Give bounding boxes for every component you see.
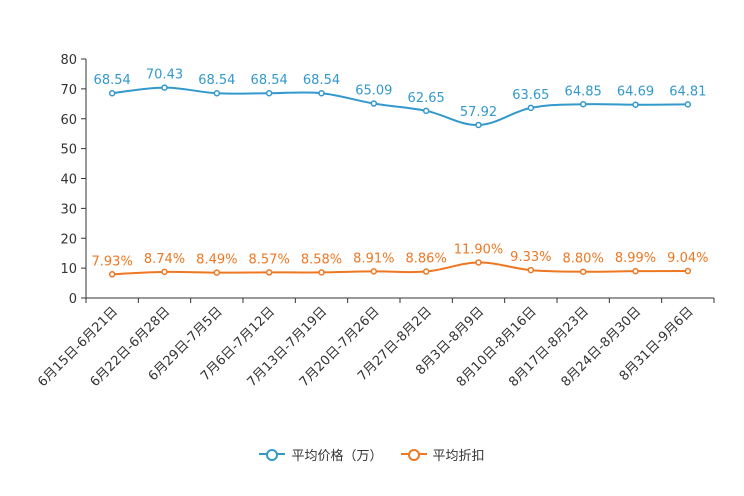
y-tick-label: 50: [60, 143, 77, 158]
data-label-price: 68.54: [94, 73, 131, 88]
y-tick-label: 60: [60, 113, 77, 128]
data-point-discount: [161, 268, 168, 276]
data-point-discount: [318, 269, 325, 276]
legend-label-price: 平均价格（万）: [291, 448, 383, 464]
data-label-discount: 11.90%: [454, 242, 504, 257]
data-label-discount: 8.49%: [196, 253, 237, 268]
data-label-discount: 9.04%: [667, 251, 708, 266]
data-point-price: [422, 107, 430, 115]
legend-item-price[interactable]: 平均价格（万）: [259, 445, 383, 464]
series-line-discount: [112, 261, 688, 276]
data-point-price: [161, 84, 168, 91]
legend-label-discount: 平均折扣: [432, 448, 485, 464]
data-point-price: [475, 121, 482, 129]
data-label-price: 70.43: [146, 68, 183, 83]
data-point-price: [579, 101, 587, 108]
data-point-price: [108, 89, 116, 97]
y-tick-label: 30: [60, 202, 77, 217]
data-label-price: 68.54: [251, 73, 288, 88]
data-label-discount: 8.58%: [301, 252, 342, 267]
data-point-discount: [632, 267, 639, 275]
y-tick-label: 0: [69, 292, 77, 307]
series-line-price: [112, 86, 688, 126]
legend-item-discount[interactable]: 平均折扣: [400, 445, 485, 464]
data-label-discount: 8.80%: [563, 252, 604, 267]
data-label-discount: 7.93%: [92, 254, 133, 269]
data-point-price: [632, 101, 639, 108]
data-point-price: [213, 89, 221, 97]
data-label-discount: 9.33%: [510, 250, 551, 265]
data-label-discount: 8.74%: [144, 252, 185, 267]
series-layer: 68.54 70.43 68.54 68.54 68.54 65.09 62.65 57.92…: [92, 68, 708, 278]
data-label-price: 63.65: [512, 88, 549, 103]
y-tick-label: 10: [60, 262, 77, 277]
data-point-discount: [684, 267, 692, 275]
data-point-discount: [527, 266, 535, 274]
data-label-price: 64.85: [565, 84, 602, 99]
data-label-price: 68.54: [198, 73, 235, 88]
data-label-discount: 8.57%: [249, 252, 290, 267]
legend-swatch-discount: [400, 447, 427, 461]
data-label-price: 68.54: [303, 73, 340, 88]
legend-swatch-price: [259, 447, 286, 461]
data-point-discount: [213, 269, 221, 276]
data-point-price: [370, 100, 378, 107]
legend: 平均价格（万） 平均折扣: [0, 444, 744, 464]
data-point-discount: [475, 259, 482, 266]
y-tick-label: 70: [60, 83, 77, 98]
data-label-price: 62.65: [408, 91, 445, 106]
data-point-price: [684, 101, 692, 108]
data-point-discount: [579, 268, 587, 275]
y-axis: 0 10 20 30 40 50 60 70 80: [60, 53, 87, 307]
series-discount: 7.93% 8.74% 8.49% 8.57% 8.58% 8.91% 8.86% 11.90…: [92, 242, 708, 278]
data-label-discount: 8.86%: [406, 252, 447, 267]
data-label-price: 65.09: [355, 84, 392, 99]
data-label-discount: 8.99%: [615, 251, 656, 266]
data-point-discount: [422, 268, 430, 275]
data-point-discount: [108, 271, 116, 278]
series-price: 68.54 70.43 68.54 68.54 68.54 65.09 62.65 57.92…: [94, 68, 706, 129]
y-tick-label: 20: [60, 232, 77, 247]
data-point-discount: [265, 269, 273, 276]
y-tick-label: 40: [60, 173, 77, 188]
y-tick-label: 80: [60, 53, 77, 68]
data-point-price: [527, 104, 535, 112]
data-point-price: [265, 89, 273, 97]
data-label-price: 64.81: [669, 84, 706, 99]
data-point-price: [318, 89, 325, 97]
data-point-discount: [370, 268, 378, 275]
x-axis: 6月15日-6月21日6月22日-6月28日6月29日-7月5日7月6日-7月1…: [35, 297, 715, 390]
data-label-price: 57.92: [460, 105, 497, 120]
data-label-discount: 8.91%: [353, 251, 394, 266]
data-label-price: 64.69: [617, 85, 654, 100]
